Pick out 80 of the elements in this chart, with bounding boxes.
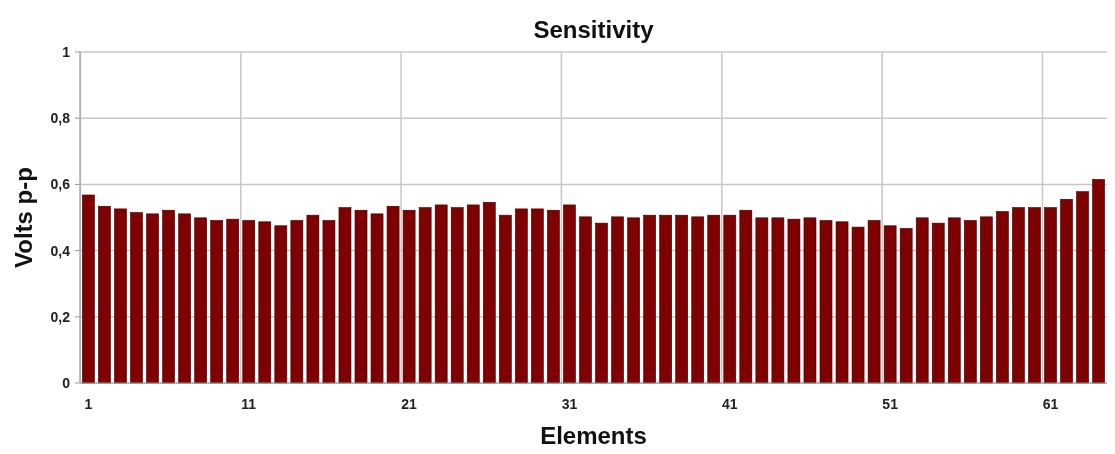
bar [354,209,368,384]
bar [322,220,336,384]
bar [1028,207,1041,384]
bar [915,217,929,384]
bar [290,220,304,384]
bar [531,208,544,384]
bar [146,213,159,384]
bar [98,205,111,384]
bar [867,220,881,384]
x-tick-label: 41 [722,396,738,412]
y-tick-label: 0,8 [50,110,71,127]
bar [547,209,560,384]
x-axis-title: Elements [540,422,647,449]
x-tick-label: 51 [882,396,899,412]
bar [980,216,993,384]
y-tick-label: 0,4 [50,242,71,259]
y-tick-label: 1 [62,43,71,60]
bar [931,222,945,384]
bar [675,214,688,384]
bar [386,205,400,384]
bar [611,216,624,384]
bar [450,207,464,384]
bar [306,214,320,384]
bar [595,222,608,384]
bar [563,204,576,384]
bar [82,194,95,384]
y-tick-label: 0,6 [50,176,71,193]
bar [963,220,977,384]
bar [482,201,496,384]
bar [338,207,352,384]
bar [466,204,480,384]
bar [579,216,592,384]
bar [739,209,753,384]
x-tick-label: 61 [1042,396,1059,412]
bar [210,220,224,384]
x-tick-label: 1 [84,396,93,412]
y-axis-title: Volts p-p [10,167,37,268]
bar [402,209,416,384]
bar [996,211,1009,384]
bar [707,214,721,384]
bar [370,213,384,384]
bar [803,217,817,384]
bar [659,214,672,384]
bar [819,220,833,384]
bar [1012,207,1025,384]
bar [1076,191,1089,384]
chart-title: Sensitivity [533,16,655,43]
bar [851,226,865,384]
bar [499,214,512,384]
bar [787,218,801,384]
bar [643,214,656,384]
bar [755,217,769,384]
bar [899,228,913,384]
bar [723,214,737,384]
bar [162,209,175,384]
x-tick-label: 31 [561,396,578,412]
bar [114,208,127,384]
bar [418,207,432,384]
bar [242,220,256,384]
bar [274,225,288,384]
bar [1044,207,1057,384]
bar [434,204,448,384]
bar [883,225,897,384]
bar [627,217,640,384]
bar [258,221,272,384]
bar [835,221,849,384]
x-tick-label: 21 [401,396,418,412]
bar [947,217,961,384]
bar [194,217,207,384]
bar [226,218,240,384]
x-tick-label: 11 [241,396,257,412]
y-tick-label: 0,2 [50,308,71,325]
bar [1092,179,1105,384]
bar [691,216,705,384]
bar [178,213,191,384]
bar [771,217,785,384]
bar [130,212,143,384]
bar [1060,199,1073,384]
y-tick-label: 0 [62,374,71,391]
bar [515,208,528,384]
